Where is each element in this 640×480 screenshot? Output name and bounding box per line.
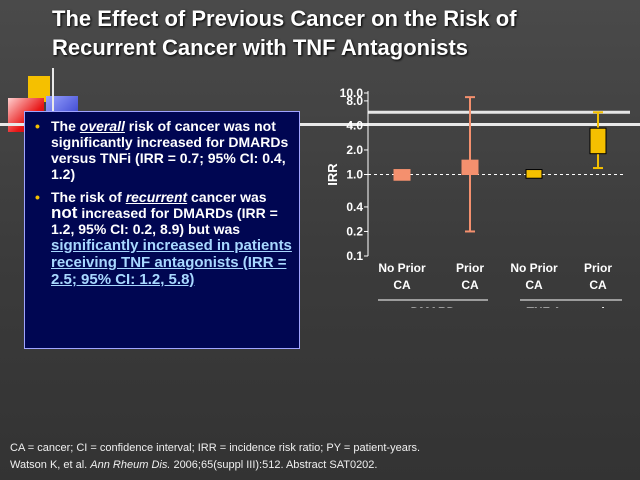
citation: Watson K, et al. Ann Rheum Dis. 2006;65(… (10, 457, 630, 474)
y-axis-label: IRR (325, 163, 340, 186)
bullet-text: cancer was (187, 189, 267, 205)
y-tick-label: 0.4 (346, 200, 363, 214)
findings-list: The overall risk of cancer was not signi… (31, 118, 293, 288)
footnote: CA = cancer; CI = confidence interval; I… (10, 440, 630, 474)
decorative-yellow-square (28, 76, 50, 102)
citation-details: 2006;65(suppl III):512. Abstract SAT0202… (170, 459, 378, 471)
citation-journal: Ann Rheum Dis. (90, 459, 171, 471)
irr-box (589, 127, 607, 155)
irr-box (525, 169, 543, 179)
x-category-label: Prior CA (584, 261, 612, 292)
chart-marks (393, 96, 607, 233)
y-tick-label: 10.0 (340, 86, 364, 100)
bullet-text: The risk of (51, 189, 126, 205)
x-category-label: Prior CA (456, 261, 484, 292)
irr-box (461, 159, 479, 175)
x-category-label: No Prior CA (510, 261, 558, 292)
y-tick-label: 1.0 (346, 168, 363, 182)
decorative-vertical-line (52, 68, 54, 128)
bullet-overall-risk: The overall risk of cancer was not signi… (31, 118, 293, 182)
y-tick-label: 0.2 (346, 224, 363, 238)
slide-title: The Effect of Previous Cancer on the Ris… (52, 6, 517, 60)
bullet-text: The (51, 118, 80, 134)
bullet-emphasis: overall (79, 118, 125, 134)
bullet-text: risk of cancer was not significantly inc… (51, 118, 289, 182)
group-label: TNF Antagonist (527, 305, 616, 308)
irr-chart: 10.08.0 4.0 2.0 1.0 0.4 0.2 0.1 IRR No Prior CA P… (325, 86, 630, 308)
x-category-label: No Prior CA (378, 261, 426, 292)
bullet-emphasis: recurrent (125, 189, 188, 205)
bullet-highlight: significantly increased in patients rece… (51, 237, 292, 288)
y-tick-label: 4.0 (346, 118, 363, 132)
findings-text-box: The overall risk of cancer was not signi… (24, 111, 300, 349)
abbreviations-note: CA = cancer; CI = confidence interval; I… (10, 442, 421, 454)
group-label: DMARD (411, 305, 456, 308)
citation-authors: Watson K, et al. (10, 459, 91, 471)
bullet-text: increased for DMARDs (IRR = 1.2, 95% CI:… (51, 205, 278, 237)
y-tick-label: 0.1 (346, 249, 363, 263)
decorative-horizontal-line (0, 123, 640, 126)
y-tick-label: 2.0 (346, 143, 363, 157)
bullet-not-emphasis: not (51, 203, 78, 222)
irr-box (393, 169, 411, 181)
y-tick-label: 8.0 (346, 94, 363, 108)
bullet-recurrent-risk: The risk of recurrent cancer was not inc… (31, 189, 293, 288)
y-axis: 10.08.0 4.0 2.0 1.0 0.4 0.2 0.1 IRR (325, 86, 369, 263)
